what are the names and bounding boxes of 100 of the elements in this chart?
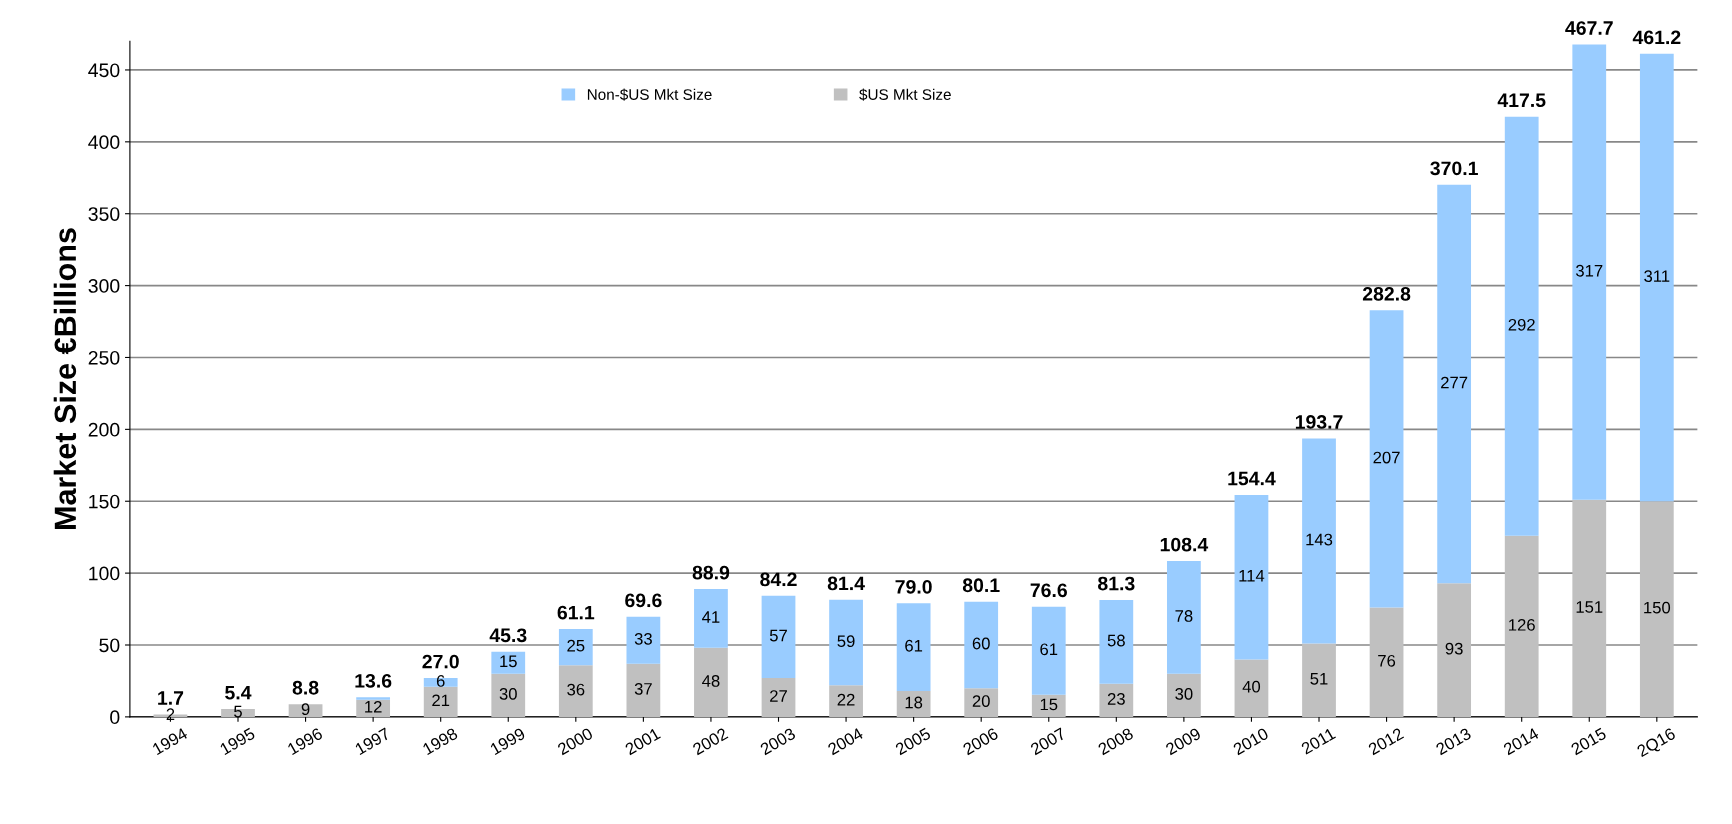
x-tick-label: 1998	[422, 727, 459, 756]
bar	[1369, 607, 1404, 717]
x-tick-label: 2004	[827, 727, 864, 756]
data-label: 61	[1040, 643, 1058, 656]
total-label: 13.6	[355, 673, 392, 688]
y-tick-label: 300	[88, 279, 120, 293]
x-tick-label: 1995	[219, 727, 256, 756]
total-label: 79.0	[895, 579, 932, 594]
total-label: 81.3	[1098, 576, 1135, 591]
bar	[1437, 583, 1472, 717]
bar	[288, 704, 323, 717]
total-label: 282.8	[1362, 286, 1411, 301]
data-label: 21	[432, 694, 450, 707]
bar	[694, 647, 728, 717]
total-label: 69.6	[625, 593, 662, 608]
bar	[1639, 53, 1674, 502]
x-tick-label: 1996	[286, 727, 324, 756]
bar	[1234, 494, 1269, 660]
total-label: 84.2	[760, 572, 797, 587]
bar	[356, 697, 391, 700]
data-label: 37	[634, 682, 652, 695]
x-tick-label: 2011	[1300, 727, 1337, 755]
x-tick-label: 2012	[1367, 727, 1405, 756]
bar	[423, 686, 458, 717]
data-label: 6	[436, 675, 445, 687]
bar	[1504, 116, 1539, 536]
bar	[1302, 438, 1336, 644]
data-label: 150	[1644, 601, 1671, 614]
data-label: 22	[837, 693, 855, 706]
data-label: 36	[567, 683, 585, 696]
y-tick-label: 350	[88, 207, 120, 221]
x-tick-label: 2001	[624, 727, 661, 756]
data-label: 9	[301, 703, 310, 716]
bar	[558, 665, 593, 717]
y-tick-label: 400	[88, 135, 120, 150]
total-label: 27.0	[422, 654, 459, 669]
data-label: 27	[770, 690, 787, 702]
bar	[896, 691, 931, 717]
y-axis-title: Market Size €Billions	[53, 228, 77, 529]
bar	[1031, 606, 1066, 695]
bar	[1572, 44, 1607, 500]
total-label: 108.4	[1160, 537, 1209, 552]
data-label: 2	[166, 708, 175, 720]
bar	[1166, 561, 1201, 674]
bar	[1572, 499, 1607, 717]
data-label: 151	[1576, 601, 1603, 613]
y-tick-label: 200	[88, 422, 120, 437]
data-label: 30	[499, 687, 517, 700]
x-tick-label: 2003	[759, 727, 797, 756]
x-tick-label: 2009	[1164, 727, 1202, 756]
bar	[1639, 501, 1674, 717]
total-label: 81.4	[827, 576, 865, 591]
x-tick-label: 2013	[1435, 727, 1472, 756]
data-label: 311	[1644, 270, 1670, 283]
bar	[1166, 673, 1201, 717]
data-label: 33	[634, 632, 652, 645]
data-label: 20	[972, 695, 990, 707]
data-label: 93	[1445, 642, 1463, 655]
x-tick-label: 2000	[556, 727, 594, 756]
bar	[1437, 184, 1472, 584]
bar	[1234, 659, 1269, 717]
x-tick-label: 2006	[962, 727, 999, 756]
data-label: 126	[1509, 618, 1535, 631]
legend-label: $US Mkt Size	[859, 88, 951, 101]
total-label: 8.8	[292, 680, 319, 695]
bar	[626, 663, 661, 717]
bar	[1369, 310, 1404, 608]
bar	[626, 616, 661, 664]
bar	[491, 673, 526, 717]
y-tick-label: 0	[110, 710, 120, 725]
x-tick-label: 1994	[151, 727, 189, 756]
y-tick-label: 450	[88, 63, 120, 78]
bar	[761, 595, 796, 679]
data-label: 317	[1575, 264, 1603, 277]
total-label: 467.7	[1565, 21, 1613, 35]
data-label: 277	[1441, 376, 1468, 389]
data-label: 76	[1378, 654, 1396, 667]
data-label: 58	[1107, 634, 1125, 647]
data-label: 143	[1306, 533, 1333, 546]
bar	[1099, 683, 1134, 717]
data-label: 41	[702, 611, 720, 623]
data-label: 207	[1373, 451, 1400, 464]
x-tick-label: 2014	[1502, 727, 1540, 756]
data-label: 114	[1239, 569, 1265, 582]
data-label: 59	[837, 635, 855, 648]
bar	[1302, 643, 1336, 717]
x-tick-label: 2015	[1570, 727, 1607, 756]
x-tick-label: 2005	[894, 727, 932, 756]
data-label: 292	[1508, 318, 1535, 331]
data-label: 23	[1107, 693, 1125, 705]
data-label: 18	[905, 696, 923, 709]
total-label: 193.7	[1295, 415, 1343, 429]
x-tick-label: 2008	[1097, 727, 1134, 756]
data-label: 57	[769, 629, 787, 642]
data-label: 61	[905, 639, 923, 652]
y-tick-label: 50	[99, 638, 120, 653]
total-label: 88.9	[692, 565, 730, 580]
total-label: 61.1	[557, 605, 595, 620]
x-tick-label: 2007	[1029, 727, 1067, 756]
total-label: 370.1	[1430, 161, 1478, 176]
